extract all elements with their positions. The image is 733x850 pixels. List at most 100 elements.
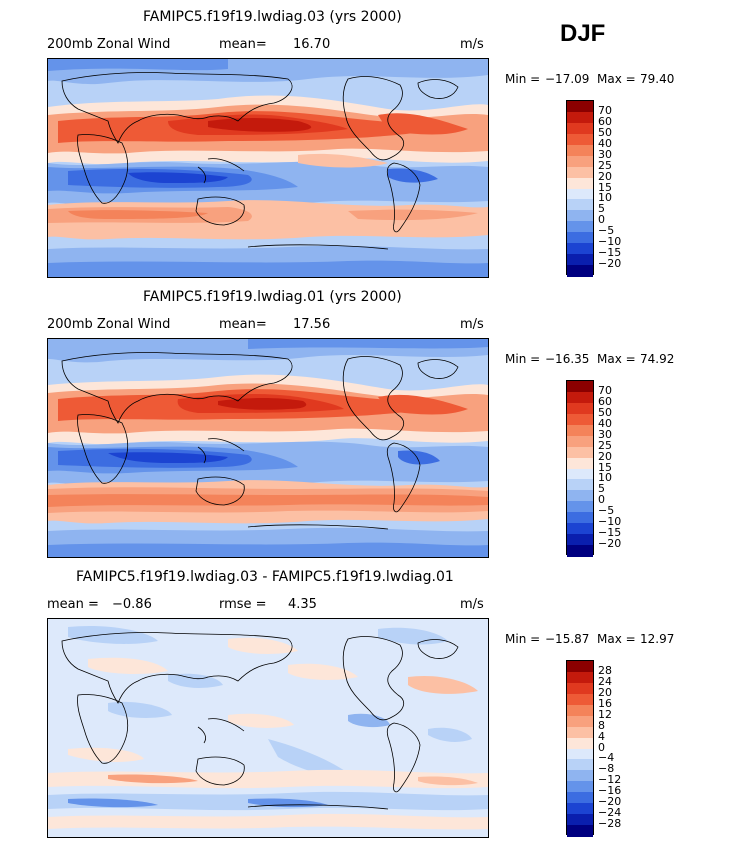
colorbar-tick-label: 50 (598, 405, 612, 419)
colorbar-swatch (567, 704, 593, 717)
colorbar-tick-label: 10 (598, 471, 612, 485)
colorbar-swatch (567, 792, 593, 804)
panel-3-max-label: Max = (597, 632, 636, 646)
colorbar-swatch (567, 101, 593, 113)
colorbar-tick-label: 15 (598, 460, 612, 474)
panel-2-min-label: Min = (505, 352, 541, 366)
colorbar-swatch (567, 737, 593, 749)
colorbar-swatch (567, 111, 593, 124)
colorbar-tick-label: −4 (598, 751, 615, 765)
colorbar-swatch (567, 199, 593, 211)
panel-3-min-value: −15.87 (545, 632, 590, 646)
colorbar-tick-label: 30 (598, 427, 612, 441)
panel-2-units: m/s (460, 317, 484, 332)
colorbar-swatch (567, 155, 593, 168)
colorbar-swatch (567, 682, 593, 695)
colorbar-swatch (567, 814, 593, 826)
colorbar-tick-label: 4 (598, 729, 605, 743)
colorbar-tick-label: 60 (598, 394, 612, 408)
colorbar-tick-label: −12 (598, 773, 622, 787)
colorbar-tick-label: −15 (598, 246, 622, 260)
colorbar-swatch (567, 671, 593, 684)
colorbar-swatch (567, 265, 593, 277)
colorbar-tick-label: 70 (598, 383, 612, 397)
colorbar-swatch (567, 726, 593, 739)
panel-1-contour-field (48, 59, 488, 277)
colorbar-swatch (567, 693, 593, 706)
colorbar-swatch (567, 781, 593, 793)
colorbar-tick-label: 28 (598, 663, 612, 677)
colorbar-tick-label: 20 (598, 685, 612, 699)
colorbar-swatch (567, 661, 593, 673)
panel-3-rmse-label: rmse = (219, 597, 267, 612)
season-label: DJF (560, 20, 606, 47)
colorbar-tick-label: −16 (598, 784, 622, 798)
colorbar-swatch (567, 457, 593, 469)
colorbar-tick-label: 10 (598, 191, 612, 205)
colorbar-swatch (567, 254, 593, 266)
panel-1-min-label: Min = (505, 72, 541, 86)
colorbar-swatch (567, 424, 593, 437)
colorbar-swatch (567, 715, 593, 728)
panel-2-map (47, 338, 489, 558)
colorbar-swatch (567, 402, 593, 415)
panel-1-variable-label: 200mb Zonal Wind (47, 37, 171, 52)
colorbar-swatch (567, 748, 593, 760)
colorbar-tick-label: 50 (598, 125, 612, 139)
colorbar-swatch (567, 490, 593, 502)
colorbar-swatch (567, 468, 593, 480)
colorbar-swatch (567, 177, 593, 189)
panel-3-rmse-value: 4.35 (288, 597, 317, 612)
colorbar-tick-label: 60 (598, 114, 612, 128)
colorbar-swatch (567, 243, 593, 255)
panel-2-max-value: 74.92 (640, 352, 675, 366)
colorbar-tick-label: −8 (598, 762, 615, 776)
colorbar-tick-label: 25 (598, 158, 612, 172)
colorbar-swatch (567, 133, 593, 146)
colorbar-swatch (567, 435, 593, 448)
colorbar-tick-label: 0 (598, 213, 605, 227)
colorbar-swatch (567, 166, 593, 179)
colorbar-tick-label: −10 (598, 235, 622, 249)
panel-3-mean-label: mean = (47, 597, 99, 612)
colorbar-tick-label: 12 (598, 707, 612, 721)
colorbar-tick-label: 20 (598, 449, 612, 463)
colorbar-swatch (567, 512, 593, 524)
panel-1-colorbar (566, 100, 594, 277)
panel-3-map (47, 618, 489, 838)
panel-1-max-label: Max = (597, 72, 636, 86)
panel-2-max-label: Max = (597, 352, 636, 366)
colorbar-tick-label: −15 (598, 526, 622, 540)
colorbar-swatch (567, 391, 593, 404)
colorbar-swatch (567, 144, 593, 157)
colorbar-tick-label: 40 (598, 416, 612, 430)
colorbar-swatch (567, 523, 593, 535)
colorbar-swatch (567, 825, 593, 837)
colorbar-tick-label: −20 (598, 537, 622, 551)
panel-1-title: FAMIPC5.f19f19.lwdiag.03 (yrs 2000) (143, 9, 402, 25)
colorbar-tick-label: −5 (598, 504, 615, 518)
panel-1-mean-value: 16.70 (293, 37, 331, 52)
panel-3-contour-field (48, 619, 488, 837)
colorbar-swatch (567, 446, 593, 459)
panel-3-mean-value: −0.86 (112, 597, 152, 612)
colorbar-tick-label: 70 (598, 103, 612, 117)
colorbar-tick-label: −10 (598, 515, 622, 529)
panel-1-units: m/s (460, 37, 484, 52)
colorbar-swatch (567, 759, 593, 771)
panel-3-title: FAMIPC5.f19f19.lwdiag.03 - FAMIPC5.f19f1… (76, 569, 454, 585)
colorbar-swatch (567, 803, 593, 815)
panel-2-colorbar (566, 380, 594, 557)
colorbar-swatch (567, 221, 593, 233)
panel-3-min-label: Min = (505, 632, 541, 646)
colorbar-tick-label: −20 (598, 795, 622, 809)
colorbar-swatch (567, 545, 593, 557)
colorbar-tick-label: 24 (598, 674, 612, 688)
colorbar-tick-label: 20 (598, 169, 612, 183)
colorbar-tick-label: 15 (598, 180, 612, 194)
colorbar-tick-label: 40 (598, 136, 612, 150)
panel-2-mean-label: mean= (219, 317, 267, 332)
colorbar-swatch (567, 479, 593, 491)
colorbar-swatch (567, 381, 593, 393)
panel-1-map (47, 58, 489, 278)
